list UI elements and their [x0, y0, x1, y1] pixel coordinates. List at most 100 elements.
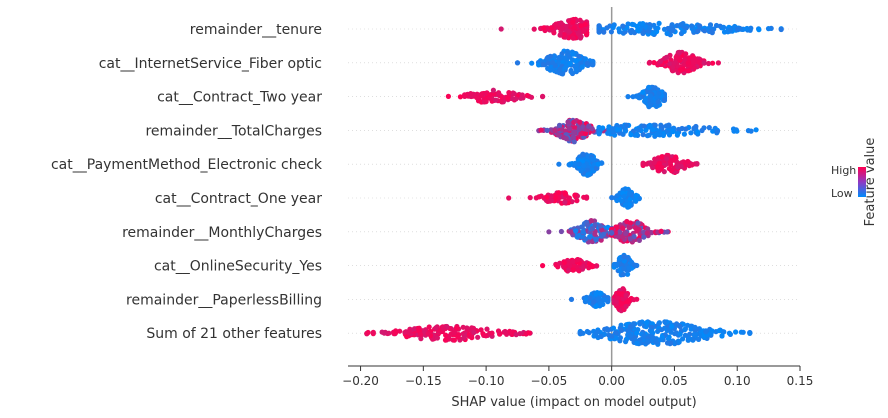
- shap-point: [633, 192, 639, 198]
- shap-point: [572, 160, 579, 166]
- shap-point: [602, 331, 608, 337]
- shap-point: [544, 55, 550, 61]
- shap-point: [710, 60, 716, 66]
- shap-point: [666, 132, 673, 138]
- shap-point: [397, 328, 403, 334]
- shap-point: [587, 295, 593, 301]
- shap-point: [647, 93, 654, 99]
- shap-point: [552, 194, 559, 200]
- shap-point: [690, 27, 697, 34]
- shap-point: [654, 131, 660, 138]
- shap-point: [571, 24, 577, 30]
- shap-point: [568, 68, 574, 75]
- shap-point: [613, 335, 619, 341]
- shap-point: [562, 55, 568, 61]
- shap-point: [651, 60, 657, 66]
- shap-point: [721, 24, 727, 30]
- shap-point: [610, 325, 617, 331]
- shap-point: [596, 23, 602, 29]
- shap-point: [608, 29, 615, 35]
- shap-point: [696, 336, 702, 342]
- shap-point: [610, 24, 616, 31]
- x-tick-label: −0.10: [468, 374, 505, 388]
- shap-point: [585, 222, 591, 228]
- feature-labels: remainder__tenure cat__InternetService_Fi…: [51, 22, 323, 342]
- shap-point: [618, 301, 624, 307]
- shap-point: [627, 224, 633, 230]
- shap-point: [562, 190, 568, 196]
- colorbar-title: Feature value: [863, 138, 878, 227]
- shap-point: [616, 29, 623, 35]
- shap-point: [744, 25, 750, 32]
- shap-point: [685, 68, 692, 74]
- shap-point: [563, 136, 569, 142]
- shap-point: [753, 127, 759, 133]
- shap-point: [596, 128, 602, 134]
- feature-label: remainder__PaperlessBilling: [126, 292, 322, 308]
- shap-point: [474, 95, 480, 101]
- shap-point: [685, 322, 691, 328]
- shap-point: [584, 328, 590, 335]
- shap-point: [630, 94, 636, 100]
- shap-point: [586, 171, 592, 177]
- shap-point: [637, 321, 643, 327]
- shap-point: [734, 128, 740, 134]
- shap-point: [556, 122, 563, 128]
- shap-point: [586, 123, 592, 129]
- shap-point: [614, 126, 620, 132]
- shap-point: [715, 60, 722, 66]
- shap-point: [693, 123, 699, 130]
- shap-point: [557, 66, 563, 72]
- shap-point: [647, 25, 653, 31]
- shap-point: [647, 59, 653, 65]
- colorbar: High Low Feature value: [831, 138, 878, 227]
- shap-point: [504, 331, 510, 337]
- shap-point: [623, 303, 629, 309]
- shap-point: [602, 297, 608, 303]
- shap-point: [568, 229, 574, 235]
- shap-point: [659, 327, 665, 333]
- shap-point: [470, 325, 477, 331]
- shap-point: [572, 192, 578, 198]
- shap-point: [577, 330, 583, 336]
- shap-point: [740, 329, 746, 335]
- shap-point: [670, 129, 676, 135]
- shap-point: [579, 224, 585, 230]
- shap-point: [581, 28, 587, 34]
- shap-point: [529, 60, 535, 66]
- shap-point: [552, 128, 558, 134]
- shap-point: [665, 336, 672, 342]
- shap-point: [727, 27, 733, 33]
- feature-label: cat__Contract_Two year: [157, 90, 322, 106]
- x-tick-label: −0.15: [405, 374, 442, 388]
- shap-point: [655, 328, 661, 334]
- shap-point: [643, 324, 649, 330]
- shap-point: [636, 237, 643, 243]
- shap-point: [636, 95, 642, 101]
- shap-point: [578, 168, 584, 174]
- shap-point: [689, 162, 695, 168]
- shap-point: [662, 319, 668, 325]
- feature-label: cat__PaymentMethod_Electronic check: [51, 157, 323, 173]
- shap-point: [588, 218, 594, 224]
- shap-point: [620, 295, 626, 302]
- shap-point: [581, 194, 587, 200]
- shap-point: [536, 194, 542, 200]
- shap-point: [570, 19, 576, 25]
- shap-point: [675, 164, 681, 170]
- shap-point: [615, 234, 622, 240]
- shap-point: [442, 337, 449, 343]
- shap-point: [433, 325, 439, 331]
- shap-point: [570, 133, 576, 140]
- shap-point: [629, 21, 635, 27]
- shap-point: [692, 324, 698, 330]
- shap-point: [635, 220, 641, 226]
- shap-point: [647, 101, 653, 107]
- shap-point: [650, 127, 656, 133]
- shap-point: [595, 296, 602, 302]
- shap-point: [696, 59, 703, 65]
- shap-point: [540, 263, 546, 269]
- shap-point: [621, 266, 627, 272]
- shap-point: [506, 195, 512, 201]
- shap-point: [631, 262, 637, 268]
